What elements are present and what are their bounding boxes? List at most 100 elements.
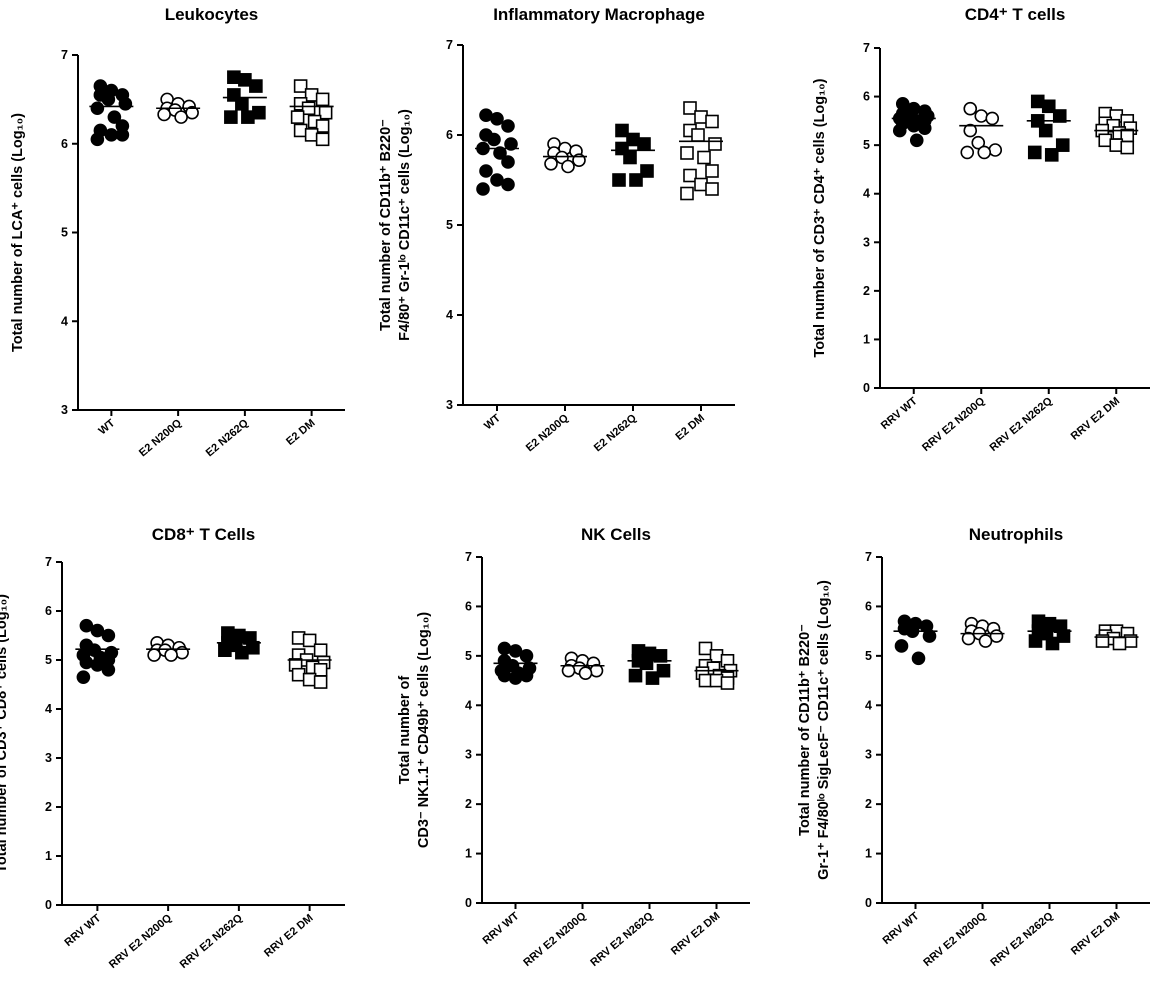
y-axis-label: Total number of CD3⁺ CD8⁺ cells (Log₁₀) [0, 594, 10, 873]
point [90, 658, 105, 672]
point [501, 119, 515, 133]
y-tick-label: 2 [865, 797, 872, 811]
point [476, 182, 490, 196]
y-tick-label: 1 [863, 332, 870, 346]
point [238, 73, 252, 87]
x-tick-label: RRV E2 N200Q [521, 910, 588, 969]
point [224, 110, 238, 124]
y-tick-label: 3 [45, 751, 52, 765]
x-tick-label: RRV E2 DM [1069, 910, 1122, 958]
x-tick-label: RRV E2 DM [262, 912, 315, 960]
x-tick-label: RRV E2 N200Q [107, 912, 174, 971]
point [235, 97, 249, 111]
point [909, 133, 924, 148]
point [615, 123, 629, 138]
point [76, 670, 91, 684]
point [960, 145, 975, 160]
y-tick-label: 4 [465, 698, 472, 712]
point [645, 671, 660, 685]
point [629, 173, 643, 187]
point [1052, 109, 1067, 123]
point [490, 173, 504, 187]
point [479, 108, 493, 122]
y-tick-label: 4 [863, 187, 870, 201]
point [101, 628, 116, 643]
y-tick-label: 6 [465, 599, 472, 613]
point [637, 137, 651, 151]
x-tick-label: E2 DM [673, 412, 706, 443]
point [501, 177, 515, 192]
panel: NK Cells Total number of CD3⁻ NK1.1⁺ CD49b… [397, 525, 750, 969]
x-tick-label: E2 N200Q [524, 412, 571, 454]
y-tick-label: 0 [465, 896, 472, 910]
point [1044, 148, 1059, 162]
point [504, 137, 518, 151]
x-tick-label: RRV E2 N200Q [921, 910, 988, 969]
point [1030, 94, 1045, 109]
y-tick-label: 1 [465, 847, 472, 861]
point [691, 128, 705, 142]
y-tick-label: 2 [465, 797, 472, 811]
point [147, 648, 161, 662]
point [104, 128, 119, 142]
point [174, 110, 188, 124]
y-tick-label: 7 [446, 38, 453, 52]
y-tick-label: 3 [465, 748, 472, 762]
point [961, 631, 976, 646]
point [917, 121, 932, 135]
point [1027, 145, 1042, 160]
y-tick-label: 4 [45, 702, 52, 716]
point [892, 123, 907, 138]
point [708, 137, 722, 151]
x-tick-label: E2 DM [284, 417, 317, 448]
point [1095, 634, 1110, 648]
y-axis-label: Total number of LCA⁺ cells (Log₁₀) [10, 113, 26, 352]
point [1038, 123, 1053, 138]
point [252, 105, 266, 120]
point [544, 157, 558, 171]
point [1112, 636, 1127, 651]
point [302, 633, 317, 648]
y-tick-label: 5 [446, 218, 453, 232]
x-tick-label: WT [96, 417, 117, 437]
y-tick-label: 4 [865, 698, 872, 712]
point [501, 155, 515, 169]
chart-title: Inflammatory Macrophage [493, 5, 705, 24]
y-tick-label: 1 [45, 849, 52, 863]
y-tick-label: 3 [446, 398, 453, 412]
x-tick-label: E2 N262Q [204, 417, 251, 459]
point [479, 164, 493, 178]
panel: Inflammatory Macrophage Total number of C… [378, 5, 735, 454]
point [493, 146, 507, 160]
point [623, 150, 637, 165]
y-axis-label: Total number of CD3⁺ CD4⁺ cells (Log₁₀) [812, 78, 828, 357]
y-tick-label: 6 [45, 604, 52, 618]
point [698, 641, 713, 656]
point [313, 675, 328, 689]
point [115, 128, 130, 142]
x-tick-label: RRV E2 N262Q [988, 395, 1055, 454]
point [315, 92, 330, 107]
x-tick-label: RRV WT [481, 910, 522, 947]
point [118, 97, 133, 111]
point [1120, 140, 1135, 155]
point [922, 629, 937, 643]
panel: Leukocytes Total number of LCA⁺ cells (Lo… [10, 5, 345, 459]
point [508, 671, 523, 685]
point [490, 112, 504, 126]
point [497, 641, 512, 656]
point [963, 123, 978, 138]
x-tick-label: RRV E2 DM [669, 910, 722, 958]
point [1109, 138, 1124, 152]
point [301, 101, 316, 116]
y-tick-label: 6 [863, 90, 870, 104]
point [680, 146, 694, 160]
point [315, 119, 330, 133]
x-tick-label: RRV E2 N262Q [178, 912, 245, 971]
x-tick-label: RRV E2 N262Q [588, 910, 655, 969]
point [561, 159, 575, 174]
point [656, 663, 671, 678]
point [894, 639, 909, 653]
point [989, 629, 1004, 643]
y-tick-label: 3 [61, 403, 68, 417]
